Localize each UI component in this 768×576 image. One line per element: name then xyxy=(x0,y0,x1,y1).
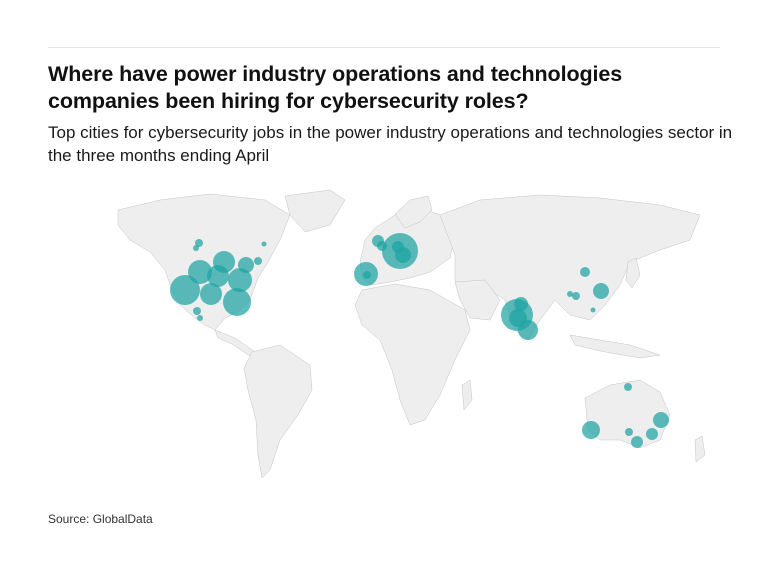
bubble-marker xyxy=(195,239,203,247)
bubble-marker xyxy=(624,383,632,391)
source-note: Source: GlobalData xyxy=(48,512,153,526)
bubble-marker xyxy=(572,292,580,300)
land-masses xyxy=(117,189,706,479)
bubble-marker xyxy=(207,265,229,287)
bubble-marker xyxy=(631,436,643,448)
bubble-marker xyxy=(593,283,609,299)
chart-title: Where have power industry operations and… xyxy=(48,62,623,113)
bubble-marker xyxy=(238,257,254,273)
bubble-marker xyxy=(625,428,633,436)
bubble-marker xyxy=(223,288,251,316)
bubbles xyxy=(170,233,669,448)
bubble-marker xyxy=(653,412,669,428)
bubble-marker xyxy=(582,421,600,439)
bubble-marker xyxy=(188,260,212,284)
bubble-marker xyxy=(170,275,200,305)
bubble-marker xyxy=(193,245,199,251)
bubble-marker xyxy=(200,283,222,305)
bubble-marker xyxy=(392,241,404,253)
bubble-marker xyxy=(580,267,590,277)
bubble-marker xyxy=(518,320,538,340)
chart-subtitle: Top cities for cybersecurity jobs in the… xyxy=(48,123,733,165)
bubble-marker xyxy=(261,241,267,247)
bubble-marker xyxy=(228,268,252,292)
top-divider xyxy=(48,47,720,48)
bubble-marker xyxy=(193,307,201,315)
bubble-marker xyxy=(567,291,573,297)
bubble-marker xyxy=(363,271,371,279)
world-map xyxy=(117,189,706,479)
bubble-marker xyxy=(646,428,658,440)
bubble-marker xyxy=(197,315,203,321)
bubble-marker xyxy=(254,257,262,265)
bubble-marker xyxy=(590,307,596,313)
